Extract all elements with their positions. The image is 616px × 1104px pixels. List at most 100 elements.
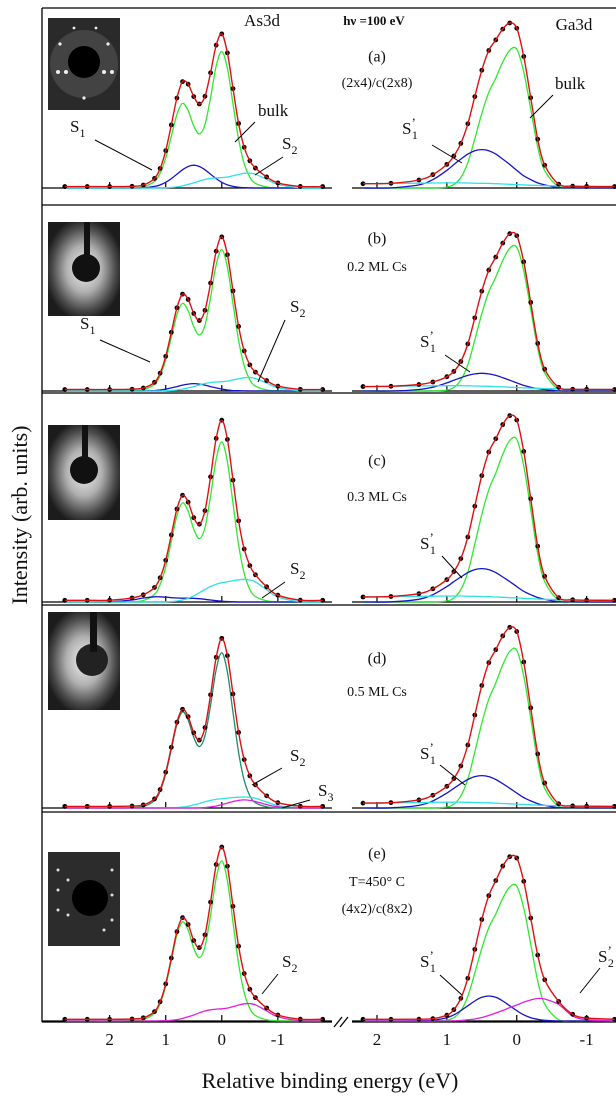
leader-line xyxy=(444,354,471,373)
panel-condition: 0.2 ML Cs xyxy=(347,260,407,275)
fit-component xyxy=(362,436,615,603)
leed-inset xyxy=(48,612,120,710)
label-sub: 1 xyxy=(89,323,95,337)
x-tick-label: -1 xyxy=(271,1030,285,1049)
leader-line xyxy=(94,139,153,171)
component-label: S2 xyxy=(282,952,297,975)
fit-component xyxy=(362,372,615,392)
label-main: S xyxy=(318,781,327,800)
leed-inset xyxy=(48,425,120,520)
label-main: S xyxy=(282,134,291,153)
left-plot: S2 xyxy=(42,417,332,603)
component-label: S’ 1 xyxy=(420,328,436,355)
right-plot: S’ 1 xyxy=(352,624,616,809)
label-sub: 1 xyxy=(79,126,85,140)
x-axis-label: Relative binding energy (eV) xyxy=(202,1068,459,1093)
fit-envelope xyxy=(362,414,615,601)
fit-envelope xyxy=(64,236,323,391)
label-sup: ’ xyxy=(411,115,415,130)
leader-line xyxy=(257,319,286,383)
label-sub: 1 xyxy=(430,543,436,557)
fit-envelope xyxy=(362,231,615,391)
label-sub: 1 xyxy=(430,961,436,975)
component-label: S’ 1 xyxy=(402,115,418,142)
label-main: S xyxy=(290,297,299,316)
label-sub: 2 xyxy=(291,143,297,157)
x-tick-label: 1 xyxy=(443,1030,452,1049)
label-sup: ’ xyxy=(429,530,433,545)
label-sub: 2 xyxy=(299,755,305,769)
fit-component xyxy=(64,799,323,809)
panel-condition: 0.5 ML Cs xyxy=(347,685,407,700)
component-label: S2 xyxy=(290,297,305,320)
fit-component xyxy=(64,652,323,809)
component-label: S’ 1 xyxy=(420,740,436,767)
leed-inset xyxy=(48,222,120,316)
right-title: Ga3d xyxy=(556,15,593,34)
fit-component xyxy=(64,172,323,189)
fit-component xyxy=(363,995,615,1022)
y-axis-label: Intensity (arb. units) xyxy=(7,425,32,604)
label-sub: 1 xyxy=(412,128,418,142)
data-point xyxy=(360,181,366,187)
note: hν =100 eV xyxy=(343,13,405,28)
fit-envelope xyxy=(362,22,615,188)
fit-component xyxy=(363,46,615,189)
x-tick-label: 0 xyxy=(513,1030,522,1049)
frame xyxy=(41,7,616,1023)
label-sub: 1 xyxy=(430,341,436,355)
left-title: As3d xyxy=(244,11,280,30)
label-main: bulk xyxy=(555,74,586,93)
label-main: S xyxy=(282,952,291,971)
label-main: S xyxy=(290,746,299,765)
component-label: S2 xyxy=(282,134,297,157)
fit-component xyxy=(64,441,323,603)
panel-label: (e) xyxy=(368,846,386,863)
label-sup: ’ xyxy=(429,948,433,963)
panel-label: (c) xyxy=(368,453,386,470)
fit-component xyxy=(64,376,323,392)
component-label: bulk xyxy=(555,74,586,93)
fit-component xyxy=(362,385,615,391)
fit-envelope xyxy=(64,419,323,602)
leader-line xyxy=(99,339,151,363)
label-main: S xyxy=(70,117,79,136)
x-tick-label: 1 xyxy=(161,1030,170,1049)
fit-component xyxy=(363,997,615,1022)
fit-component xyxy=(64,248,323,392)
leader-line xyxy=(254,156,284,176)
leader-line xyxy=(251,767,283,786)
label-main: S xyxy=(420,952,429,971)
component-label: bulk xyxy=(258,101,289,120)
data-point xyxy=(360,384,366,389)
label-main: S xyxy=(420,534,429,553)
label-main: S xyxy=(402,119,411,138)
component-label: S1 xyxy=(70,117,85,140)
panel-condition: (2x4)/c(2x8) xyxy=(342,76,413,91)
component-label: S2 xyxy=(290,746,305,769)
panel-label: (d) xyxy=(368,651,387,668)
leader-line xyxy=(281,799,311,809)
leader-line xyxy=(234,121,256,143)
label-sub: 2 xyxy=(299,568,305,582)
x-tick-label: 0 xyxy=(218,1030,227,1049)
fit-component xyxy=(362,647,615,809)
leader-line xyxy=(439,974,463,996)
fit-component xyxy=(64,578,323,603)
fit-component xyxy=(64,596,323,603)
component-label: S2 xyxy=(290,559,305,582)
fit-envelope xyxy=(64,637,323,808)
label-sub: 3 xyxy=(327,790,333,804)
component-label: S3 xyxy=(318,781,333,804)
left-plot: 2 1 0 -1S2 xyxy=(42,844,332,1049)
panel-condition: 0.3 ML Cs xyxy=(347,490,407,505)
label-sup: ’ xyxy=(429,328,433,343)
data-point xyxy=(320,1016,326,1022)
component-label: S’ 1 xyxy=(420,948,436,975)
fit-component xyxy=(64,1002,323,1022)
data-point xyxy=(360,594,366,600)
leader-line xyxy=(431,144,463,164)
